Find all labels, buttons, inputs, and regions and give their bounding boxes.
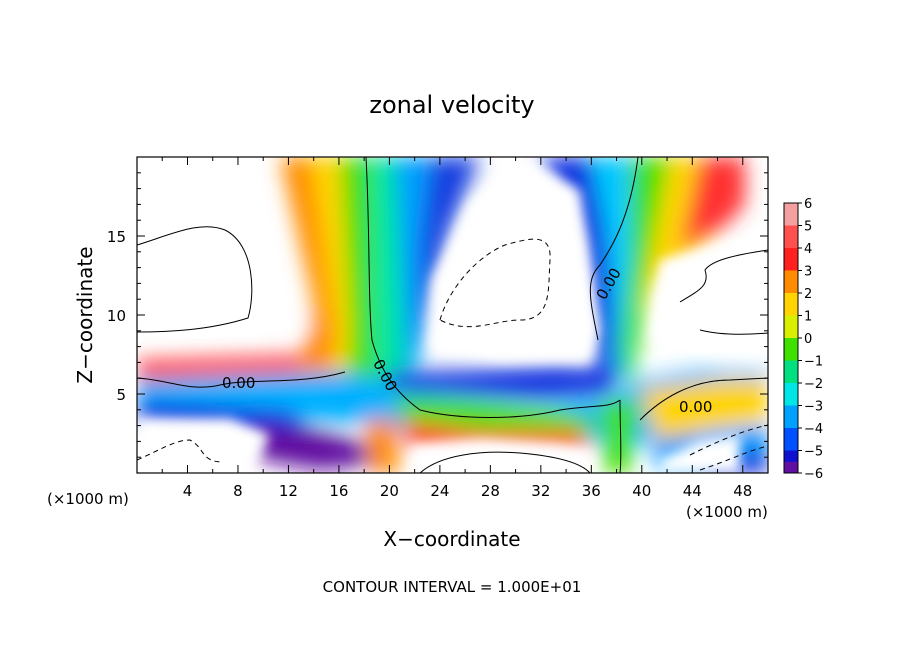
contour-lines bbox=[137, 157, 768, 473]
colorbar-label: 4 bbox=[804, 242, 812, 257]
x-tick-label: 36 bbox=[582, 482, 601, 500]
colorbar-swatch bbox=[784, 360, 798, 383]
colorbar: 6 5 4 3 2 1 0 −1 −2 −3 −4 −5 −6 bbox=[783, 197, 823, 482]
colorbar-swatch bbox=[784, 405, 798, 428]
colorbar-label: 3 bbox=[804, 265, 812, 280]
x-unit-left: (×1000 m) bbox=[47, 490, 129, 508]
x-tick-label: 20 bbox=[380, 482, 399, 500]
x-tick-label: 28 bbox=[481, 482, 500, 500]
colorbar-label: −4 bbox=[804, 422, 823, 437]
colorbar-swatch bbox=[784, 461, 798, 473]
chart-title: zonal velocity bbox=[369, 91, 534, 119]
velocity-field bbox=[137, 157, 768, 473]
y-tick-label: 10 bbox=[107, 307, 126, 325]
contour-interval-note: CONTOUR INTERVAL = 1.000E+01 bbox=[323, 578, 582, 596]
colorbar-swatch bbox=[784, 248, 798, 271]
contour-lines-negative bbox=[137, 238, 768, 471]
colorbar-swatch bbox=[784, 383, 798, 406]
colorbar-swatch bbox=[784, 225, 798, 248]
y-axis-label: Z−coordinate bbox=[73, 246, 97, 383]
colorbar-label: −2 bbox=[804, 377, 823, 392]
x-tick-label: 8 bbox=[233, 482, 243, 500]
colorbar-swatch bbox=[784, 293, 798, 316]
x-tick-label: 48 bbox=[733, 482, 752, 500]
x-tick-label: 24 bbox=[430, 482, 449, 500]
colorbar-label: 0 bbox=[804, 332, 812, 347]
colorbar-label: 5 bbox=[804, 220, 812, 235]
colorbar-label: 2 bbox=[804, 287, 812, 302]
colorbar-label: −1 bbox=[804, 355, 823, 370]
x-unit-right: (×1000 m) bbox=[686, 503, 768, 521]
x-tick-label: 44 bbox=[683, 482, 702, 500]
colorbar-swatch bbox=[784, 203, 798, 226]
x-tick-label: 4 bbox=[183, 482, 193, 500]
colorbar-swatch bbox=[784, 338, 798, 361]
x-axis: 4 8 12 16 20 24 28 32 36 40 44 48 bbox=[161, 157, 752, 500]
y-axis: 5 10 15 bbox=[107, 172, 768, 458]
colorbar-swatch bbox=[784, 428, 798, 451]
x-tick-label: 32 bbox=[531, 482, 550, 500]
plot-area: 0.00 0.00 0.00 0.00 bbox=[136, 156, 769, 474]
x-tick-label: 16 bbox=[329, 482, 348, 500]
contour-label: 0.00 bbox=[679, 398, 712, 416]
colorbar-label: −6 bbox=[804, 467, 823, 482]
y-tick-label: 15 bbox=[107, 228, 126, 246]
colorbar-label: 6 bbox=[804, 197, 812, 212]
colorbar-label: −3 bbox=[804, 400, 823, 415]
x-axis-label: X−coordinate bbox=[383, 527, 520, 551]
y-tick-label: 5 bbox=[116, 386, 126, 404]
colorbar-label: −5 bbox=[804, 445, 823, 460]
x-tick-label: 40 bbox=[632, 482, 651, 500]
contour-label: 0.00 bbox=[222, 374, 255, 392]
colorbar-swatch bbox=[784, 315, 798, 338]
colorbar-swatch bbox=[784, 270, 798, 293]
x-tick-label: 12 bbox=[279, 482, 298, 500]
colorbar-label: 1 bbox=[804, 310, 812, 325]
